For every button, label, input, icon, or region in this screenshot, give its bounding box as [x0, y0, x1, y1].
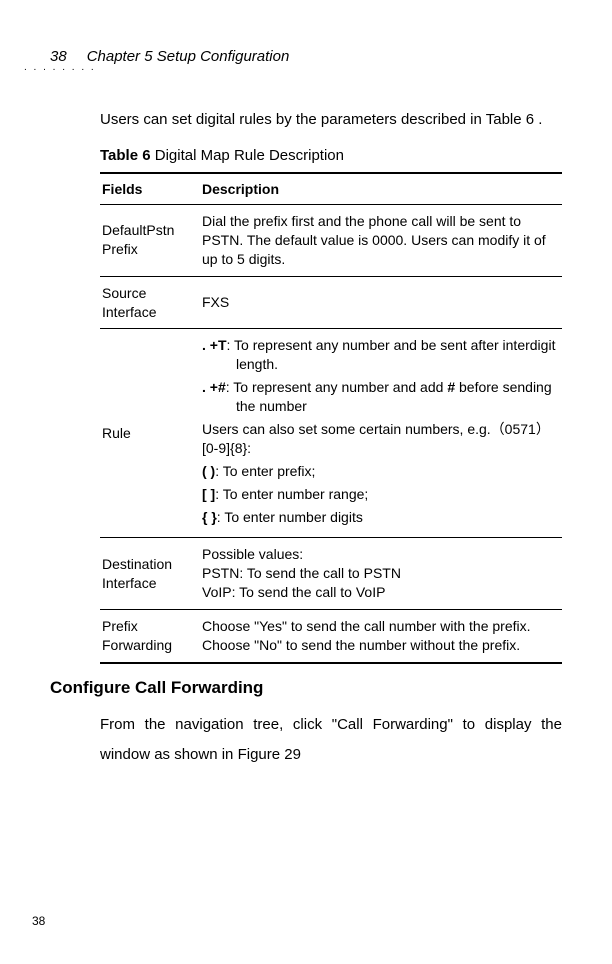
table-row: Source Interface FXS — [100, 276, 562, 329]
rule-paren-label: ( ) — [202, 463, 215, 479]
desc-default-pstn-prefix: Dial the prefix first and the phone call… — [200, 205, 562, 277]
dest-possible-values: Possible values: — [202, 545, 556, 564]
desc-source-interface: FXS — [200, 276, 562, 329]
rule-plus-hash-label: . +# — [202, 379, 226, 395]
rule-bracket-text: : To enter number range; — [215, 486, 368, 502]
table-row: Rule . +T: To represent any number and b… — [100, 329, 562, 538]
rule-brace-text: : To enter number digits — [217, 509, 363, 525]
rule-plus-t-text: : To represent any number and be sent af… — [227, 337, 556, 372]
table-digital-map-rule: Fields Description DefaultPstn Prefix Di… — [100, 172, 562, 664]
field-source-interface: Source Interface — [100, 276, 200, 329]
rule-hash-char: # — [447, 379, 455, 395]
table-header-fields: Fields — [100, 173, 200, 205]
rule-brace-label: { } — [202, 509, 217, 525]
field-default-pstn-prefix: DefaultPstn Prefix — [100, 205, 200, 277]
field-rule: Rule — [100, 329, 200, 538]
dest-pstn: PSTN: To send the call to PSTN — [202, 564, 556, 583]
header-dots: . . . . . . . . — [24, 62, 96, 73]
desc-destination-interface: Possible values: PSTN: To send the call … — [200, 538, 562, 610]
table-header-description: Description — [200, 173, 562, 205]
field-prefix-forwarding: Prefix Forwarding — [100, 610, 200, 663]
section-heading: Configure Call Forwarding — [50, 678, 562, 698]
rule-plus-hash-text1: : To represent any number and add — [226, 379, 448, 395]
rule-paren-text: : To enter prefix; — [215, 463, 315, 479]
rule-bracket-label: [ ] — [202, 486, 215, 502]
rule-plus-t-label: . +T — [202, 337, 227, 353]
table-caption: Table 6 Digital Map Rule Description — [100, 147, 562, 164]
rule-example-text: Users can also set some certain numbers,… — [202, 420, 556, 458]
dest-voip: VoIP: To send the call to VoIP — [202, 583, 556, 602]
chapter-title: Chapter 5 Setup Configuration — [87, 48, 290, 65]
table-caption-label: Table 6 — [100, 147, 151, 164]
table-caption-text: Digital Map Rule Description — [151, 147, 344, 164]
table-row: DefaultPstn Prefix Dial the prefix first… — [100, 205, 562, 277]
table-row: Prefix Forwarding Choose "Yes" to send t… — [100, 610, 562, 663]
field-destination-interface: Destination Interface — [100, 538, 200, 610]
desc-prefix-forwarding: Choose "Yes" to send the call number wit… — [200, 610, 562, 663]
section-paragraph: From the navigation tree, click "Call Fo… — [100, 710, 562, 770]
page-number-bottom: 38 — [32, 914, 45, 928]
table-row: Destination Interface Possible values: P… — [100, 538, 562, 610]
desc-rule: . +T: To represent any number and be sen… — [200, 329, 562, 538]
intro-paragraph: Users can set digital rules by the param… — [100, 105, 562, 135]
